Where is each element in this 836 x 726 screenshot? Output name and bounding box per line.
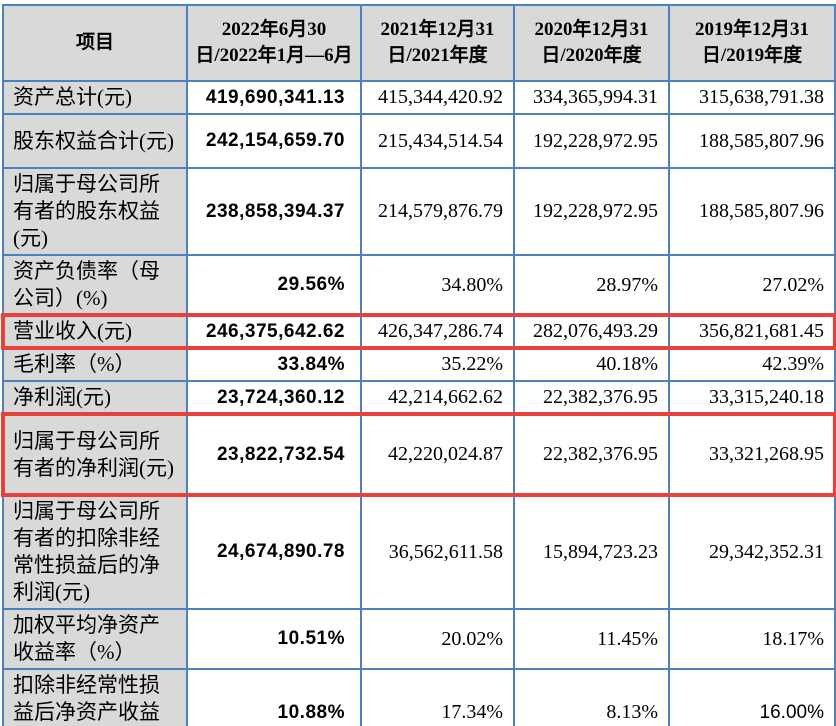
row-label: 资产总计(元) [2, 80, 188, 115]
value-cell: 15,894,723.23 [513, 494, 670, 610]
value-cell: 23,724,360.12 [186, 380, 362, 415]
row-label: 资产负债率（母公司）(%) [2, 254, 188, 316]
value-cell: 419,690,341.13 [186, 80, 362, 115]
table-row: 净利润(元) 23,724,360.12 42,214,662.62 22,38… [2, 380, 836, 415]
value-cell: 17.34% [360, 668, 515, 726]
table-row: 资产总计(元) 419,690,341.13 415,344,420.92 33… [2, 80, 836, 115]
value-cell: 215,434,514.54 [360, 113, 515, 169]
value-cell: 35.22% [360, 347, 515, 382]
value-cell: 192,228,972.95 [513, 113, 670, 169]
row-label: 股东权益合计(元) [2, 113, 188, 169]
table-row: 扣除非经常性损益后净资产收益率（%） 10.88% 17.34% 8.13% 1… [2, 668, 836, 726]
table-row-highlighted: 归属于母公司所有者的净利润(元) 23,822,732.54 42,220,02… [1, 412, 836, 497]
value-cell: 20.02% [360, 608, 515, 670]
table-row: 归属于母公司所有者的扣除非经常性损益后的净利润(元) 24,674,890.78… [2, 494, 836, 610]
table-header-row: 项目 2022年6月30日/2022年1月—6月 2021年12月31日/202… [2, 4, 836, 82]
value-cell: 28.97% [513, 254, 670, 316]
value-cell: 356,821,681.45 [668, 314, 836, 349]
value-cell: 36,562,611.58 [360, 494, 515, 610]
value-cell: 8.13% [513, 668, 670, 726]
value-cell: 238,858,394.37 [186, 167, 362, 256]
value-cell: 33,315,240.18 [668, 380, 836, 415]
table-row: 资产负债率（母公司）(%) 29.56% 34.80% 28.97% 27.02… [2, 254, 836, 316]
table-row: 加权平均净资产收益率（%） 10.51% 20.02% 11.45% 18.17… [2, 608, 836, 670]
table-row-highlighted: 营业收入(元) 246,375,642.62 426,347,286.74 28… [1, 313, 836, 350]
value-cell: 188,585,807.96 [668, 167, 836, 256]
value-cell: 22,382,376.95 [513, 413, 670, 496]
row-label: 营业收入(元) [2, 314, 188, 349]
table-row: 归属于母公司所有者的股东权益(元) 238,858,394.37 214,579… [2, 167, 836, 256]
row-label: 毛利率（%） [2, 347, 188, 382]
value-cell: 42.39% [668, 347, 836, 382]
table-row: 毛利率（%） 33.84% 35.22% 40.18% 42.39% [2, 347, 836, 382]
value-cell: 282,076,493.29 [513, 314, 670, 349]
row-label: 归属于母公司所有者的扣除非经常性损益后的净利润(元) [2, 494, 188, 610]
value-cell: 214,579,876.79 [360, 167, 515, 256]
row-label: 净利润(元) [2, 380, 188, 415]
value-cell: 16.00% [668, 668, 836, 726]
row-label: 加权平均净资产收益率（%） [2, 608, 188, 670]
column-header-2022: 2022年6月30日/2022年1月—6月 [186, 4, 362, 82]
value-cell: 10.88% [186, 668, 362, 726]
row-label: 扣除非经常性损益后净资产收益率（%） [2, 668, 188, 726]
value-cell: 18.17% [668, 608, 836, 670]
value-cell: 10.51% [186, 608, 362, 670]
value-cell: 27.02% [668, 254, 836, 316]
column-header-item: 项目 [2, 4, 188, 82]
column-header-2019: 2019年12月31日/2019年度 [668, 4, 836, 82]
value-cell: 334,365,994.31 [513, 80, 670, 115]
value-cell: 426,347,286.74 [360, 314, 515, 349]
value-cell: 29.56% [186, 254, 362, 316]
value-cell: 29,342,352.31 [668, 494, 836, 610]
column-header-2020: 2020年12月31日/2020年度 [513, 4, 670, 82]
financial-indicators-table: 项目 2022年6月30日/2022年1月—6月 2021年12月31日/202… [1, 4, 836, 726]
value-cell: 22,382,376.95 [513, 380, 670, 415]
value-cell: 34.80% [360, 254, 515, 316]
value-cell: 23,822,732.54 [186, 413, 362, 496]
table-row: 股东权益合计(元) 242,154,659.70 215,434,514.54 … [2, 113, 836, 169]
value-cell: 192,228,972.95 [513, 167, 670, 256]
value-cell: 188,585,807.96 [668, 113, 836, 169]
column-header-2021: 2021年12月31日/2021年度 [360, 4, 515, 82]
value-cell: 242,154,659.70 [186, 113, 362, 169]
value-cell: 40.18% [513, 347, 670, 382]
value-cell: 33,321,268.95 [668, 413, 836, 496]
row-label: 归属于母公司所有者的净利润(元) [2, 413, 188, 496]
value-cell: 246,375,642.62 [186, 314, 362, 349]
value-cell: 42,220,024.87 [360, 413, 515, 496]
row-label: 归属于母公司所有者的股东权益(元) [2, 167, 188, 256]
value-cell: 24,674,890.78 [186, 494, 362, 610]
value-cell: 33.84% [186, 347, 362, 382]
value-cell: 11.45% [513, 608, 670, 670]
value-cell: 415,344,420.92 [360, 80, 515, 115]
value-cell: 42,214,662.62 [360, 380, 515, 415]
value-cell: 315,638,791.38 [668, 80, 836, 115]
